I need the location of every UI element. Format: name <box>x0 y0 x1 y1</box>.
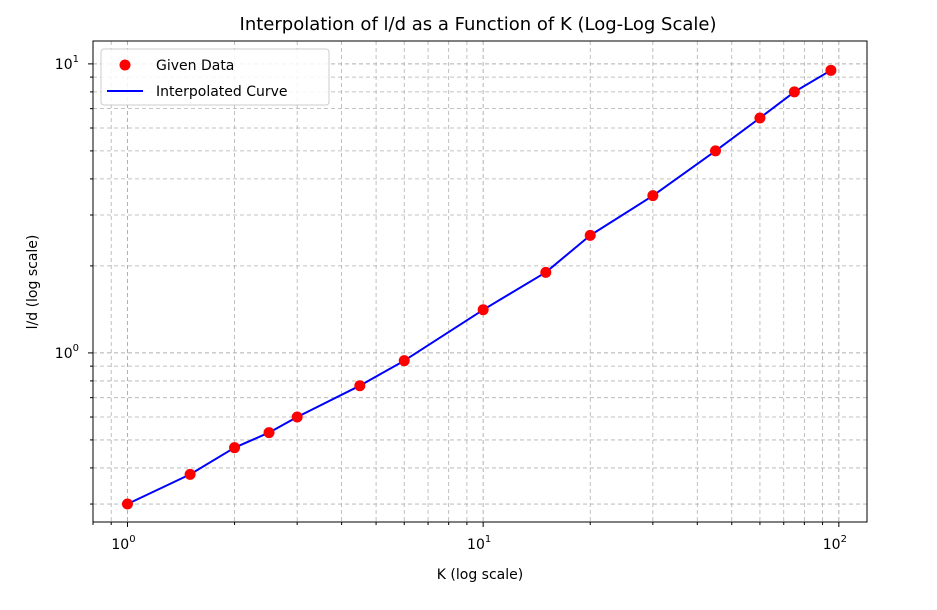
legend: Given Data Interpolated Curve <box>100 48 330 106</box>
y-tick-label: 101 <box>55 54 79 73</box>
x-axis-label: K (log scale) <box>437 567 523 583</box>
data-point <box>477 304 489 316</box>
legend-marker-given-data <box>119 59 131 71</box>
data-point <box>398 355 410 367</box>
grid <box>92 41 867 522</box>
ticks: 100 101 102 100 101 <box>55 54 847 553</box>
chart-title: Interpolation of l/d as a Function of K … <box>240 14 717 35</box>
data-point <box>584 229 596 241</box>
data-point <box>121 498 133 510</box>
data-point <box>754 112 766 124</box>
legend-label-given-data: Given Data <box>156 58 234 74</box>
data-point <box>540 266 552 278</box>
data-point <box>709 145 721 157</box>
data-point <box>354 380 366 392</box>
interpolated-curve-line <box>127 69 832 505</box>
plot-frame <box>92 40 868 523</box>
y-tick-label: 100 <box>55 343 79 362</box>
data-point <box>184 468 196 480</box>
data-point <box>291 411 303 423</box>
x-tick-label: 102 <box>823 534 847 553</box>
series-layer <box>121 64 837 510</box>
y-axis-label: l/d (log scale) <box>25 235 41 330</box>
data-point <box>825 64 837 76</box>
data-point <box>229 442 241 454</box>
x-tick-label: 100 <box>111 534 135 553</box>
legend-label-interpolated-curve: Interpolated Curve <box>156 84 288 100</box>
data-point <box>788 86 800 98</box>
data-point <box>647 190 659 202</box>
legend-box <box>100 48 330 106</box>
x-tick-label: 101 <box>467 534 491 553</box>
data-point <box>263 427 275 439</box>
